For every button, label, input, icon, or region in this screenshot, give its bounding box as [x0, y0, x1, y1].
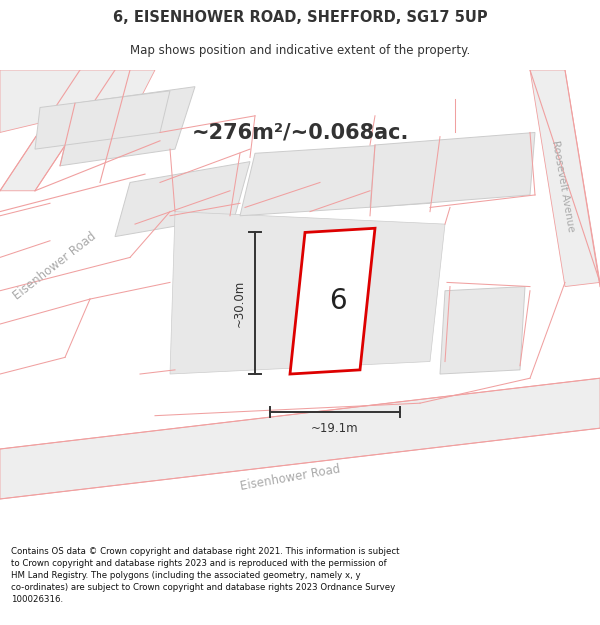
Polygon shape [530, 70, 600, 287]
Text: 6, EISENHOWER ROAD, SHEFFORD, SG17 5UP: 6, EISENHOWER ROAD, SHEFFORD, SG17 5UP [113, 10, 487, 25]
Text: Map shows position and indicative extent of the property.: Map shows position and indicative extent… [130, 44, 470, 57]
Polygon shape [240, 141, 450, 216]
Polygon shape [290, 228, 375, 374]
Polygon shape [60, 87, 195, 166]
Polygon shape [0, 378, 600, 499]
Polygon shape [170, 212, 445, 374]
Polygon shape [440, 287, 525, 374]
Text: ~276m²/~0.068ac.: ~276m²/~0.068ac. [191, 122, 409, 142]
Text: ~30.0m: ~30.0m [233, 279, 245, 327]
Polygon shape [115, 162, 250, 237]
Text: Roosevelt Avenue: Roosevelt Avenue [550, 140, 576, 233]
Polygon shape [0, 70, 115, 191]
Polygon shape [370, 132, 535, 208]
Polygon shape [35, 91, 170, 149]
Text: Eisenhower Road: Eisenhower Road [11, 229, 99, 302]
Polygon shape [0, 70, 155, 132]
Text: Eisenhower Road: Eisenhower Road [239, 463, 341, 493]
Text: 6: 6 [329, 287, 346, 315]
Text: Contains OS data © Crown copyright and database right 2021. This information is : Contains OS data © Crown copyright and d… [11, 548, 400, 604]
Text: ~19.1m: ~19.1m [311, 422, 359, 434]
